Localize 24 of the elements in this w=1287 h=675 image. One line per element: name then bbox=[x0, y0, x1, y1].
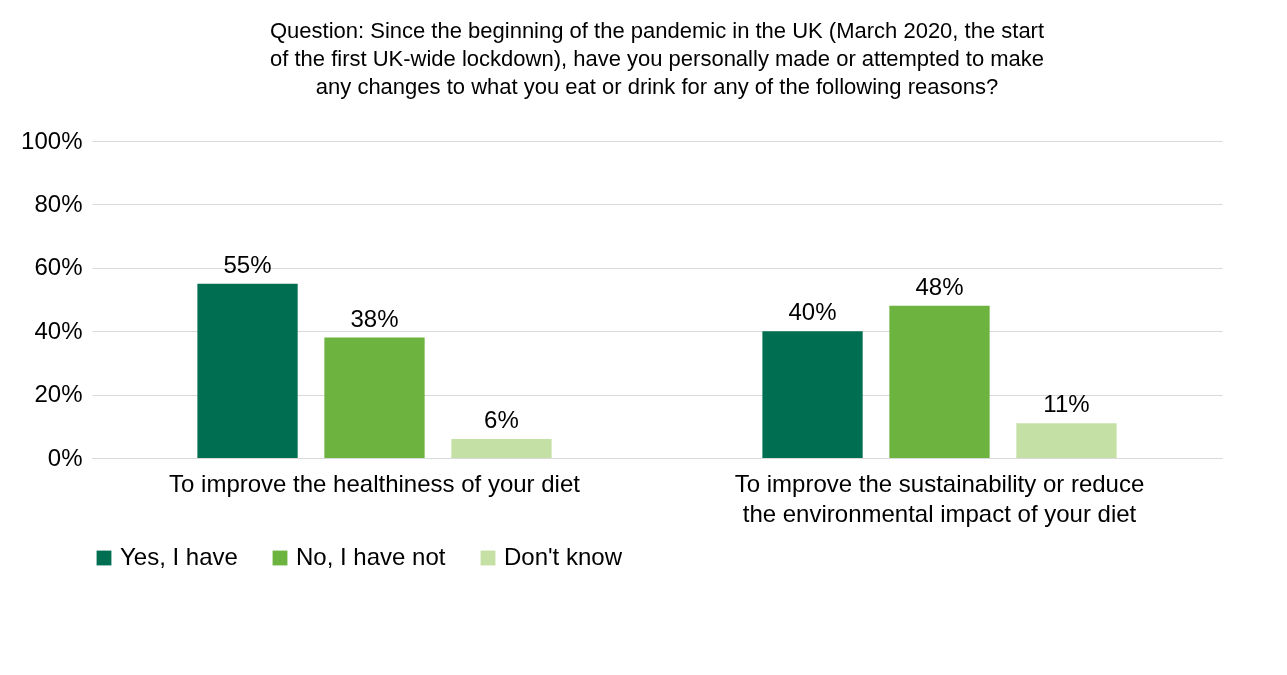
text: 55% bbox=[223, 250, 272, 278]
y-tick-label: 60% bbox=[34, 253, 83, 281]
text: 11% bbox=[1043, 390, 1090, 418]
text: 38% bbox=[350, 304, 399, 332]
text: 40% bbox=[788, 298, 837, 326]
x-tick-label: To improve the sustainability or reduce the environmental impact of your diet bbox=[734, 469, 1145, 527]
y-tick-label: 40% bbox=[34, 316, 83, 344]
text: 6% bbox=[484, 405, 519, 433]
text: 48% bbox=[915, 272, 964, 300]
legend-label: Don't know bbox=[504, 543, 623, 570]
legend-label: No, I have not bbox=[296, 543, 446, 570]
bar bbox=[762, 331, 863, 458]
y-tick-label: 0% bbox=[47, 443, 83, 471]
bar bbox=[1016, 423, 1117, 458]
x-tick-label: To improve the healthiness of your diet bbox=[169, 469, 581, 497]
bar bbox=[324, 337, 425, 458]
legend-label: Yes, I have bbox=[120, 543, 238, 570]
y-tick-label: 80% bbox=[34, 189, 83, 217]
chart-title: Question: Since the beginning of the pandemic in the UK (March 2020, the start of the first UK-wide lockdown), have you personally made or attempted to make any changes to what you eat or drink for any of the following reasons? bbox=[269, 18, 1045, 99]
bar bbox=[889, 305, 990, 458]
bar bbox=[451, 438, 552, 458]
y-tick-label: 100% bbox=[21, 126, 83, 154]
y-tick-label: 20% bbox=[34, 380, 83, 408]
bar bbox=[197, 283, 298, 458]
